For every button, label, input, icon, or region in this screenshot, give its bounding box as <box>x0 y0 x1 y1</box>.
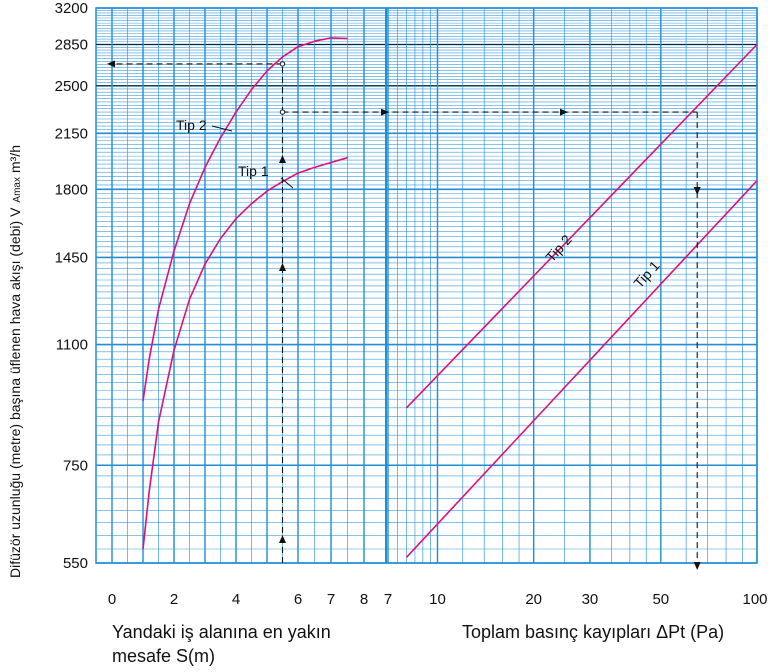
series-line-tip-1-distance <box>142 156 348 550</box>
x-tick-label-pressure: 100 <box>742 591 767 608</box>
y-tick-label: 2850 <box>55 37 88 54</box>
x-tick-label-pressure: 10 <box>429 591 446 608</box>
x-tick-label-distance: 2 <box>170 591 178 608</box>
x-tick-label-distance: 0 <box>108 591 116 608</box>
y-axis-title: Difüzör uzunluğu (metre) başına üflenen … <box>7 145 23 578</box>
x-axis-title-right: Toplam basınç kayıpları ΔPt (Pa) <box>462 622 724 642</box>
arrow-left-icon <box>107 60 115 68</box>
y-tick-label: 1800 <box>55 181 88 198</box>
grid <box>95 7 758 564</box>
y-tick-label: 2500 <box>55 78 88 95</box>
series-line-tip-2-distance <box>142 37 348 402</box>
curves <box>142 37 758 558</box>
y-tick-label: 1450 <box>55 249 88 266</box>
tip2-label: Tip 2 <box>176 117 207 133</box>
arrow-down-icon <box>693 187 701 195</box>
x-tick-label-distance: 7 <box>327 591 335 608</box>
tip1-label: Tip 1 <box>238 163 269 179</box>
arrow-right-icon <box>381 108 389 116</box>
arrow-right-icon <box>560 108 568 116</box>
x-tick-label-pressure: 50 <box>652 591 669 608</box>
x-axis-title-left-line2: mesafe S(m) <box>112 646 215 666</box>
y-axis-title-main: Difüzör uzunluğu (metre) başına üflenen … <box>7 207 23 578</box>
guide-point-tip2 <box>279 61 286 67</box>
y-axis-title-sub: Amax <box>12 177 23 203</box>
guide-point-tip1 <box>279 109 286 115</box>
x-tick-label-distance: 8 <box>360 591 368 608</box>
y-tick-label: 1100 <box>56 337 88 354</box>
x-tick-label-distance: 4 <box>232 591 240 608</box>
y-axis-title-unit: m³/h <box>7 145 23 173</box>
x-tick-label-pressure: 7 <box>384 591 392 608</box>
y-tick-label: 3200 <box>55 0 88 17</box>
y-tick-label: 750 <box>63 457 88 474</box>
y-tick-label: 550 <box>63 555 88 572</box>
x-axis-title-left-line1: Yandaki iş alanına en yakın <box>112 622 331 642</box>
x-tick-label-pressure: 20 <box>525 591 542 608</box>
arrow-up-icon <box>279 535 286 543</box>
tip1-leader <box>280 177 294 189</box>
arrow-down-icon <box>693 562 701 570</box>
arrow-up-icon <box>279 263 286 271</box>
x-tick-label-distance: 6 <box>294 591 302 608</box>
tip2-leader <box>211 125 233 132</box>
series-line-tip-1-pressure <box>405 180 758 558</box>
reading-guides <box>107 60 701 570</box>
y-tick-label: 2150 <box>55 125 88 142</box>
arrow-up-icon <box>279 155 286 163</box>
series-line-tip-2-pressure <box>405 43 758 409</box>
x-tick-label-pressure: 30 <box>582 591 599 608</box>
